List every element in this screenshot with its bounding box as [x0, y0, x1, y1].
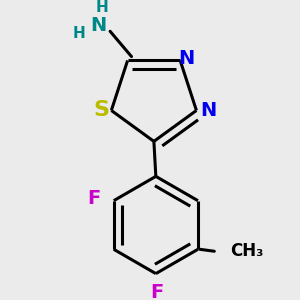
- Text: F: F: [150, 283, 164, 300]
- Text: N: N: [200, 101, 216, 120]
- Text: S: S: [94, 100, 109, 121]
- Text: CH₃: CH₃: [230, 242, 263, 260]
- Text: N: N: [178, 49, 194, 68]
- Text: N: N: [90, 16, 106, 35]
- Text: H: H: [73, 26, 85, 41]
- Text: H: H: [96, 0, 109, 15]
- Text: F: F: [87, 189, 100, 208]
